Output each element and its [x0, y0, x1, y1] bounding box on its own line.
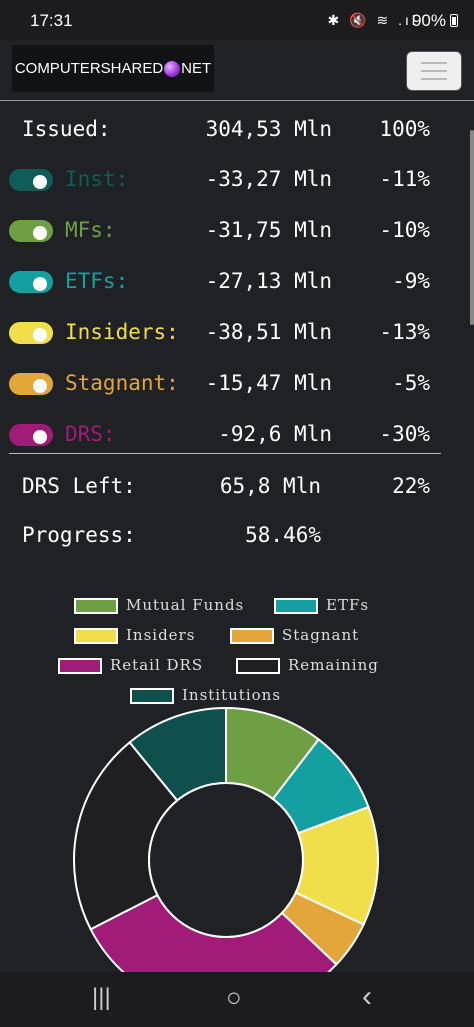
legend-swatch — [274, 598, 318, 614]
legend-swatch — [130, 688, 174, 704]
category-amount: -27,13 Mln — [205, 269, 332, 293]
scrollbar[interactable] — [470, 130, 474, 325]
legend-label: Remaining — [288, 656, 379, 674]
category-label: Stagnant: — [65, 371, 179, 395]
battery-percentage: 90% — [411, 11, 446, 30]
status-icons: ✱ 🔇 ≋ .ıl — [327, 12, 418, 28]
legend-label: Mutual Funds — [126, 596, 245, 614]
category-label: Insiders: — [65, 320, 179, 344]
category-amount: -38,51 Mln — [205, 320, 332, 344]
category-row-drs: DRS: -92,6 Mln -30% — [0, 414, 474, 454]
issued-row: Issued: 304,53 Mln 100% — [0, 109, 474, 149]
category-label: DRS: — [65, 422, 116, 446]
drs-left-amount: 65,8 Mln — [219, 474, 321, 498]
legend-swatch — [74, 628, 118, 644]
legend-label: Institutions — [182, 686, 282, 704]
recents-icon[interactable]: ||| — [92, 984, 111, 1011]
home-icon[interactable]: ○ — [226, 982, 242, 1012]
legend-label: Retail DRS — [110, 656, 204, 674]
category-row-stagnant: Stagnant: -15,47 Mln -5% — [0, 363, 474, 403]
issued-pct: 100% — [379, 117, 430, 141]
legend-item[interactable]: Stagnant — [230, 625, 359, 645]
category-amount: -92,6 Mln — [218, 422, 332, 446]
legend-item[interactable]: ETFs — [274, 595, 369, 615]
brand-text-right: NET — [181, 60, 212, 77]
brand-dot-icon — [164, 60, 181, 77]
category-row-insiders: Insiders: -38,51 Mln -13% — [0, 312, 474, 352]
legend-swatch — [230, 628, 274, 644]
progress-row: Progress: 58.46% — [0, 515, 474, 555]
category-pct: -9% — [392, 269, 430, 293]
drs-left-pct: 22% — [392, 474, 430, 498]
category-pct: -30% — [379, 422, 430, 446]
drs-toggle[interactable] — [9, 424, 53, 446]
category-pct: -11% — [379, 167, 430, 191]
donut-chart — [73, 706, 379, 980]
category-pct: -13% — [379, 320, 430, 344]
legend-label: Stagnant — [282, 626, 360, 644]
category-pct: -10% — [379, 218, 430, 242]
progress-value: 58.46% — [245, 523, 321, 547]
status-time: 17:31 — [30, 11, 73, 30]
legend-item[interactable]: Insiders — [74, 625, 195, 645]
category-amount: -15,47 Mln — [205, 371, 332, 395]
legend-swatch — [58, 658, 102, 674]
insiders-toggle[interactable] — [9, 322, 53, 344]
divider — [9, 453, 441, 454]
category-pct: -5% — [392, 371, 430, 395]
inst-toggle[interactable] — [9, 169, 53, 191]
status-bar: 17:31 ✱ 🔇 ≋ .ıl 90% — [0, 0, 474, 40]
legend-swatch — [236, 658, 280, 674]
donut-hole — [148, 782, 304, 938]
category-amount: -31,75 Mln — [205, 218, 332, 242]
category-label: ETFs: — [65, 269, 129, 293]
legend-item[interactable]: Retail DRS — [58, 655, 203, 675]
issued-label: Issued: — [22, 117, 111, 141]
stagnant-toggle[interactable] — [9, 373, 53, 395]
etfs-toggle[interactable] — [9, 271, 53, 293]
brand-text-left: COMPUTERSHARED — [14, 60, 164, 77]
issued-amount: 304,53 Mln — [205, 117, 332, 141]
menu-toggle-button[interactable] — [406, 51, 462, 91]
category-label: Inst: — [65, 167, 129, 191]
legend-label: Insiders — [126, 626, 196, 644]
category-amount: -33,27 Mln — [205, 167, 332, 191]
category-label: MFs: — [65, 218, 116, 242]
legend-swatch — [74, 598, 118, 614]
mfs-toggle[interactable] — [9, 220, 53, 242]
legend-label: ETFs — [326, 596, 370, 614]
category-row-etfs: ETFs: -27,13 Mln -9% — [0, 261, 474, 301]
battery-icon — [450, 14, 458, 27]
drs-left-row: DRS Left: 65,8 Mln 22% — [0, 466, 474, 506]
legend-item[interactable]: Institutions — [130, 685, 281, 705]
back-icon[interactable]: ‹ — [362, 980, 372, 1013]
drs-left-label: DRS Left: — [22, 474, 136, 498]
category-row-inst: Inst: -33,27 Mln -11% — [0, 159, 474, 199]
brand-logo[interactable]: COMPUTERSHARED NET — [12, 45, 214, 92]
system-nav-bar: ||| ○ ‹ — [0, 972, 474, 1027]
legend-item[interactable]: Remaining — [236, 655, 379, 675]
progress-label: Progress: — [22, 523, 136, 547]
navbar: COMPUTERSHARED NET — [0, 40, 474, 101]
hamburger-icon — [421, 62, 447, 64]
category-row-mfs: MFs: -31,75 Mln -10% — [0, 210, 474, 250]
chart-legend: Mutual Funds ETFs Insiders Stagnant Reta… — [0, 590, 474, 710]
legend-item[interactable]: Mutual Funds — [74, 595, 244, 615]
